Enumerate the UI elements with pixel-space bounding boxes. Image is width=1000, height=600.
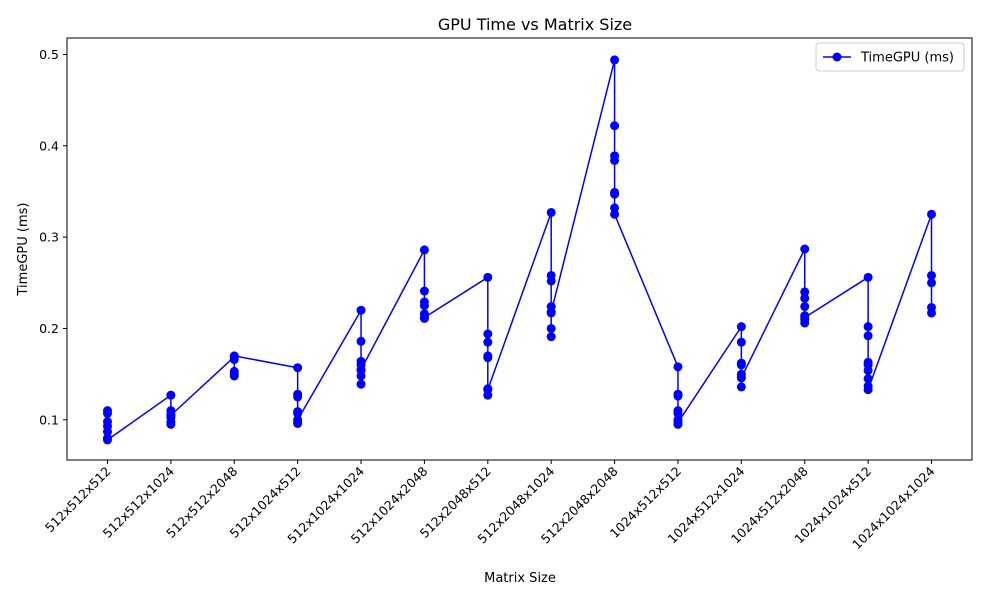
data-point [610, 189, 620, 199]
data-point [800, 313, 810, 323]
data-point [293, 415, 303, 425]
data-point [673, 408, 683, 418]
y-tick-label: 0.5 [39, 47, 59, 62]
data-point [483, 385, 493, 395]
data-point [356, 371, 366, 381]
plot-frame [66, 37, 973, 461]
x-tick-label: 512x512x512 [42, 464, 114, 536]
data-point [800, 244, 810, 254]
data-point [610, 155, 620, 165]
y-tick-label: 0.3 [39, 230, 59, 245]
data-point [546, 207, 556, 217]
data-point [166, 410, 176, 420]
data-point [927, 270, 936, 280]
data-point [356, 305, 366, 315]
y-axis-label: TimeGPU (ms) [16, 203, 31, 297]
data-point [483, 329, 493, 339]
data-point [546, 307, 556, 317]
data-point [927, 308, 936, 318]
data-point [356, 379, 366, 389]
data-point [736, 322, 746, 332]
data-point [610, 203, 620, 213]
data-point [293, 363, 303, 373]
data-point [736, 382, 746, 392]
y-axis: 0.1 0.2 0.3 0.4 0.5 [39, 47, 67, 427]
data-point [736, 337, 746, 347]
data-point [419, 313, 429, 323]
data-point [483, 337, 493, 347]
data-point [863, 331, 873, 341]
data-point [863, 385, 873, 395]
y-tick-label: 0.4 [39, 138, 59, 153]
data-point [800, 293, 810, 303]
data-point [610, 209, 620, 219]
data-point [736, 373, 746, 383]
data-point [863, 322, 873, 332]
data-point [229, 371, 239, 381]
legend-marker [832, 52, 842, 62]
data-point [166, 419, 176, 429]
data-point [483, 272, 493, 282]
data-point [419, 286, 429, 296]
legend-label: TimeGPU (ms) [860, 51, 954, 66]
data-point [610, 121, 620, 131]
x-axis-label: Matrix Size [484, 571, 556, 586]
data-point [103, 408, 112, 418]
data-point [419, 245, 429, 255]
data-point [800, 287, 810, 297]
data-point [229, 351, 239, 361]
data-point [483, 353, 493, 363]
data-point [546, 276, 556, 286]
y-tick-label: 0.1 [39, 412, 59, 427]
chart-title: GPU Time vs Matrix Size [438, 15, 632, 34]
x-axis: 512x512x512512x512x1024512x512x2048512x1… [42, 460, 938, 552]
data-point [356, 365, 366, 375]
data-point [800, 302, 810, 312]
data-point [546, 323, 556, 333]
data-point [863, 374, 873, 384]
data-point [356, 336, 366, 346]
data-point [927, 209, 936, 219]
data-point [673, 418, 683, 428]
data-point [103, 427, 112, 437]
legend-box [815, 42, 965, 72]
y-tick-label: 0.2 [39, 321, 59, 336]
data-point [863, 272, 873, 282]
data-point [293, 392, 303, 402]
data-point [736, 360, 746, 370]
data-point [166, 390, 176, 400]
data-point [293, 408, 303, 418]
legend: TimeGPU (ms) [815, 42, 965, 72]
data-point [673, 391, 683, 401]
data-point [546, 332, 556, 342]
data-point [863, 365, 873, 375]
data-point [103, 435, 112, 445]
plot-area [66, 37, 973, 461]
data-point [673, 362, 683, 372]
data-point [927, 278, 936, 288]
data-point [419, 301, 429, 311]
data-point [610, 55, 620, 65]
